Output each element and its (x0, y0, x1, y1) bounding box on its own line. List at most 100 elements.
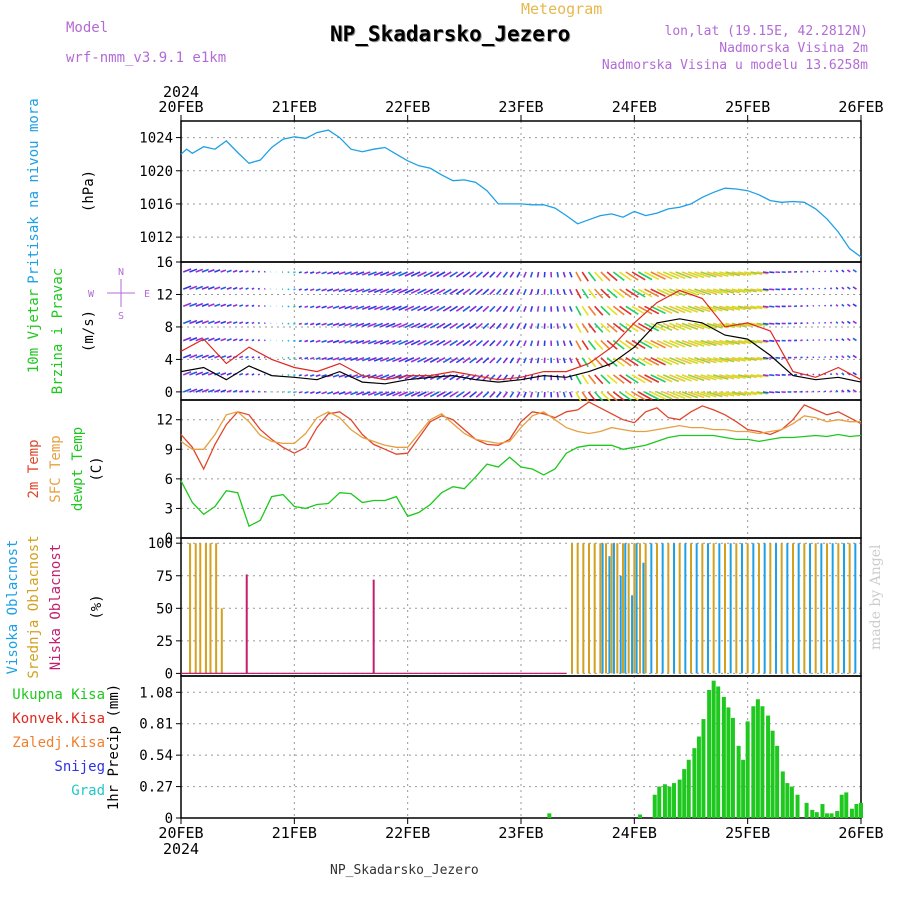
wind-arrow (531, 341, 533, 346)
wind-arrow (842, 287, 844, 289)
wind-arrow (503, 341, 507, 346)
wind-arrow (557, 306, 558, 311)
wind-arrow (299, 392, 302, 393)
wind-arrow (258, 306, 260, 307)
wind-arrow (842, 270, 844, 272)
bar-srednja (769, 543, 771, 673)
wind-arrow (588, 323, 595, 332)
bar-ukupna-kisa (756, 699, 760, 818)
wind-arrow (470, 392, 477, 397)
bar-srednja (645, 543, 647, 673)
wind-arrow (853, 373, 856, 375)
wind-arrow (310, 358, 314, 359)
xtick-label-top: 24FEB (612, 98, 657, 116)
wind-arrow (258, 288, 260, 289)
wind-arrow (208, 270, 214, 272)
ytick-label: 16 (156, 255, 173, 271)
bar-srednja (792, 543, 794, 673)
wind-arrow (239, 305, 243, 306)
xtick-label-bottom: 23FEB (498, 824, 543, 842)
wind-arrow (246, 357, 249, 358)
bar-ukupna-kisa (771, 731, 775, 818)
wind-arrow (327, 289, 333, 291)
bar-srednja (571, 543, 573, 673)
bar-niska (373, 580, 375, 674)
ytick-label: 6 (165, 472, 173, 488)
bar-visoka (707, 543, 709, 673)
bar-visoka (620, 576, 622, 674)
wind-arrow (503, 358, 507, 363)
wind-arrow (582, 323, 588, 332)
wind-arrow (557, 341, 558, 346)
wind-arrow (538, 272, 539, 277)
bar-visoka (741, 543, 743, 673)
wind-arrow (763, 392, 769, 393)
wind-arrow (588, 341, 595, 350)
wind-arrow (842, 373, 844, 375)
wind-arrow (853, 287, 856, 289)
bar-ukupna-kisa (805, 803, 809, 818)
wind-arrow (293, 272, 295, 273)
bar-srednja (199, 543, 201, 673)
ytick-label: 1012 (139, 230, 173, 246)
bar-srednja (582, 543, 584, 673)
wind-arrow (853, 355, 856, 357)
wind-arrow (769, 392, 774, 393)
wind-arrow (483, 392, 489, 397)
wind-arrow (483, 358, 489, 363)
wind-arrow (763, 272, 769, 273)
wind-arrow (510, 306, 513, 311)
wind-unit-label: (m/s) (81, 310, 97, 352)
ytick-label: 25 (156, 634, 173, 650)
wind-arrow (339, 375, 346, 377)
wind-arrow (842, 339, 844, 341)
wind-arrow (576, 289, 581, 298)
year-label-bottom: 2024 (163, 840, 199, 858)
wind-arrow (497, 392, 502, 397)
wind-arrow (490, 358, 495, 363)
wind-arrow (327, 341, 333, 343)
wind-arrow (813, 323, 814, 324)
wind-arrow (588, 289, 595, 298)
wind-arrow (763, 306, 769, 307)
bar-niska (246, 574, 248, 673)
bar-ukupna-kisa (638, 815, 642, 818)
wind-arrow (258, 374, 260, 375)
wind-arrow (769, 341, 774, 342)
wind-arrow (763, 323, 769, 324)
wind-arrow (316, 358, 321, 359)
wind-arrow (813, 288, 814, 289)
temp-unit-label: (C) (89, 456, 105, 481)
cloud-unit-label: (%) (89, 594, 105, 619)
pressure-axis-label: Pritisak na nivou mora (26, 98, 42, 283)
wind-arrow (214, 339, 220, 341)
wind-arrow (246, 322, 249, 323)
bar-visoka (730, 543, 732, 673)
bar-ukupna-kisa (678, 780, 682, 818)
wind-arrow (252, 357, 254, 358)
precip-legend-item: Ukupna Kisa (12, 687, 105, 703)
wind-arrow (214, 304, 220, 306)
bar-srednja (747, 543, 749, 673)
wind-arrow (214, 287, 220, 289)
bar-srednja (758, 543, 760, 673)
ytick-label: 9 (165, 442, 173, 458)
wind-arrow (305, 289, 308, 290)
bar-ukupna-kisa (663, 784, 667, 818)
bar-srednja (781, 543, 783, 673)
wind-arrow (769, 306, 774, 307)
wind-arrow (476, 289, 482, 294)
wind-arrow (576, 375, 581, 384)
precip-legend-item: Konvek.Kisa (12, 711, 105, 727)
bar-ukupna-kisa (820, 804, 824, 818)
ytick-label: 1024 (139, 131, 173, 147)
precip-legend-item: Grad (71, 783, 105, 799)
wind-arrow (836, 270, 838, 272)
bar-ukupna-kisa (707, 690, 711, 818)
bar-visoka (631, 595, 633, 673)
wind-arrow (842, 322, 844, 324)
bar-ukupna-kisa (810, 810, 814, 818)
bar-srednja (633, 543, 635, 673)
bar-visoka (650, 543, 652, 673)
bar-ukupna-kisa (657, 787, 661, 818)
